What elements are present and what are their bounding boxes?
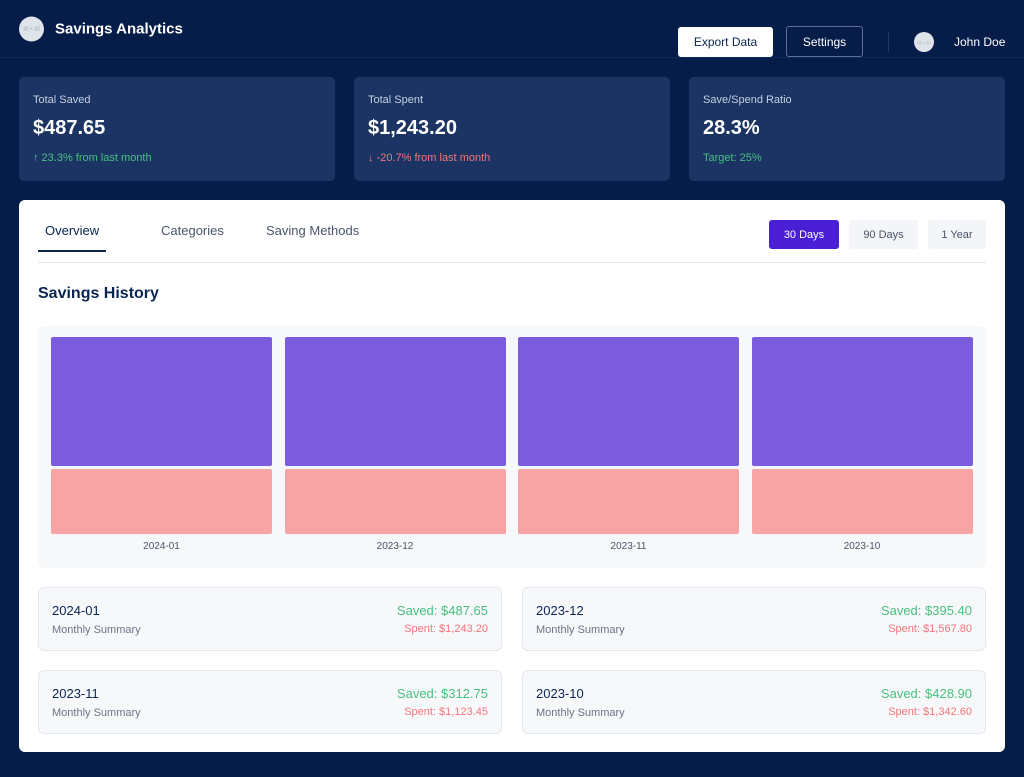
top-header: 32 × 32 Savings Analytics Export Data Se… <box>0 0 1024 58</box>
summary-card: 2023-10 Monthly Summary Saved: $428.90 S… <box>522 670 986 734</box>
bar-group: 2023-12 <box>284 337 506 554</box>
tab-bar: Overview Categories Saving Methods 30 Da… <box>38 200 986 263</box>
summary-month: 2023-12 <box>536 603 584 618</box>
summary-saved: Saved: $312.75 <box>396 686 488 701</box>
summary-card: 2023-11 Monthly Summary Saved: $312.75 S… <box>38 670 502 734</box>
stat-label: Total Spent <box>368 94 424 106</box>
summary-spent: Spent: $1,342.60 <box>888 706 972 718</box>
stat-value: 28.3% <box>703 117 760 139</box>
stat-change: ↑ 23.3% from last month <box>33 152 152 164</box>
summary-card: 2024-01 Monthly Summary Saved: $487.65 S… <box>38 587 502 651</box>
bar-spent <box>518 469 739 534</box>
bar-saved <box>751 337 973 467</box>
summary-saved: Saved: $487.65 <box>396 603 488 618</box>
stat-card-total-saved: Total Saved $487.65 ↑ 23.3% from last mo… <box>19 77 335 181</box>
app-title: Savings Analytics <box>55 20 183 38</box>
section-title: Savings History <box>38 285 159 302</box>
tab-categories[interactable]: Categories <box>161 223 224 238</box>
x-tick-label: 2023-10 <box>843 541 881 552</box>
x-tick-label: 2024-01 <box>143 541 180 552</box>
summary-subtitle: Monthly Summary <box>536 707 625 719</box>
bar-group: 2024-01 <box>51 337 272 554</box>
settings-button[interactable]: Settings <box>786 26 863 57</box>
savings-history-chart: 2024-01 2023-12 2023-11 2023-10 <box>38 326 986 568</box>
summary-month: 2024-01 <box>52 603 100 618</box>
stat-label: Save/Spend Ratio <box>703 94 792 106</box>
summary-month: 2023-11 <box>52 686 99 701</box>
bar-spent <box>751 469 973 534</box>
bar-saved <box>51 337 272 467</box>
stat-card-ratio: Save/Spend Ratio 28.3% Target: 25% <box>689 77 1005 181</box>
bar-saved <box>518 337 739 467</box>
bar-spent <box>51 469 272 534</box>
summary-spent: Spent: $1,567.80 <box>888 623 972 635</box>
range-30-days-button[interactable]: 30 Days <box>769 220 839 249</box>
range-1-year-button[interactable]: 1 Year <box>928 220 986 249</box>
stat-value: $487.65 <box>33 117 106 139</box>
bar-group: 2023-10 <box>751 337 973 554</box>
summary-saved: Saved: $428.90 <box>880 686 972 701</box>
avatar: 32 × 32 <box>914 32 934 52</box>
user-name: John Doe <box>954 35 1006 49</box>
summary-subtitle: Monthly Summary <box>52 707 141 719</box>
user-menu[interactable]: 32 × 32 John Doe <box>914 32 1005 52</box>
main-panel: Overview Categories Saving Methods 30 Da… <box>19 200 1005 752</box>
x-tick-label: 2023-11 <box>610 541 647 552</box>
summary-saved: Saved: $395.40 <box>880 603 972 618</box>
bar-saved <box>284 337 506 467</box>
header-divider <box>888 32 889 52</box>
summary-card: 2023-12 Monthly Summary Saved: $395.40 S… <box>522 587 986 651</box>
bar-group: 2023-11 <box>518 337 739 554</box>
tab-saving-methods[interactable]: Saving Methods <box>266 223 360 238</box>
summary-subtitle: Monthly Summary <box>536 624 625 636</box>
app-brand: 32 × 32 Savings Analytics <box>19 16 183 42</box>
bar-spent <box>284 469 506 534</box>
stat-value: $1,243.20 <box>368 117 457 139</box>
tab-overview[interactable]: Overview <box>38 223 107 252</box>
summary-subtitle: Monthly Summary <box>52 624 141 636</box>
stat-card-total-spent: Total Spent $1,243.20 ↓ -20.7% from last… <box>354 77 670 181</box>
x-tick-label: 2023-12 <box>376 541 414 552</box>
stat-change: Target: 25% <box>703 152 762 164</box>
export-data-button[interactable]: Export Data <box>678 27 773 57</box>
logo-icon: 32 × 32 <box>19 16 44 42</box>
range-90-days-button[interactable]: 90 Days <box>849 220 918 249</box>
summary-spent: Spent: $1,123.45 <box>404 706 488 718</box>
summary-month: 2023-10 <box>536 686 584 701</box>
stat-label: Total Saved <box>33 94 91 106</box>
stat-change: ↓ -20.7% from last month <box>368 152 491 164</box>
summary-spent: Spent: $1,243.20 <box>404 623 488 635</box>
